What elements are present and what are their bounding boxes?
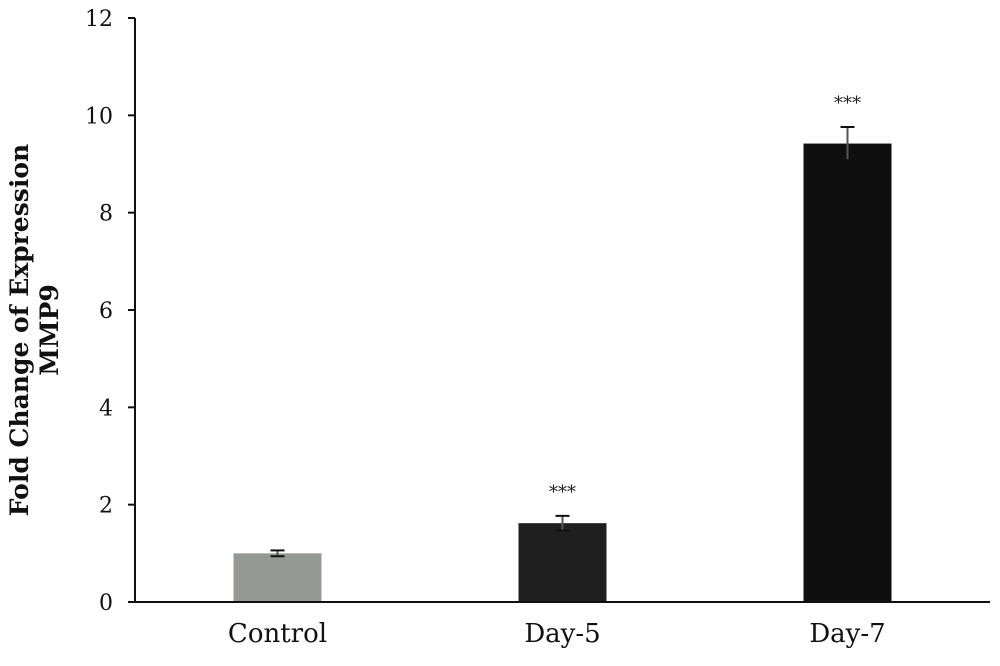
bars-group xyxy=(233,143,892,602)
significance-label: *** xyxy=(834,93,861,114)
bar-day-7 xyxy=(803,143,892,602)
y-tick-label: 6 xyxy=(99,299,113,324)
significance-label: *** xyxy=(549,482,576,503)
y-tick-label: 10 xyxy=(85,104,113,129)
bar-control xyxy=(233,553,322,602)
x-category-label: Control xyxy=(228,619,327,649)
x-category-label: Day-7 xyxy=(809,619,885,649)
y-tick-label: 12 xyxy=(85,7,113,32)
bar-day-5 xyxy=(518,523,607,602)
y-tick-label: 2 xyxy=(99,494,113,519)
x-category-label: Day-5 xyxy=(524,619,600,649)
y-tick-label: 4 xyxy=(99,396,113,421)
y-axis-title: Fold Change of Expression MMP9 xyxy=(5,144,64,516)
y-axis-title-line-2: MMP9 xyxy=(35,284,64,376)
y-tick-label: 8 xyxy=(99,202,113,227)
y-axis-ticks: 0 2 4 6 8 10 12 xyxy=(85,7,135,616)
x-axis-category-labels: Control Day-5 Day-7 xyxy=(228,619,886,649)
significance-labels: *** *** xyxy=(549,93,861,503)
error-bars-group xyxy=(270,126,855,558)
y-tick-label: 0 xyxy=(99,591,113,616)
y-axis-title-line-1: Fold Change of Expression xyxy=(5,144,34,516)
